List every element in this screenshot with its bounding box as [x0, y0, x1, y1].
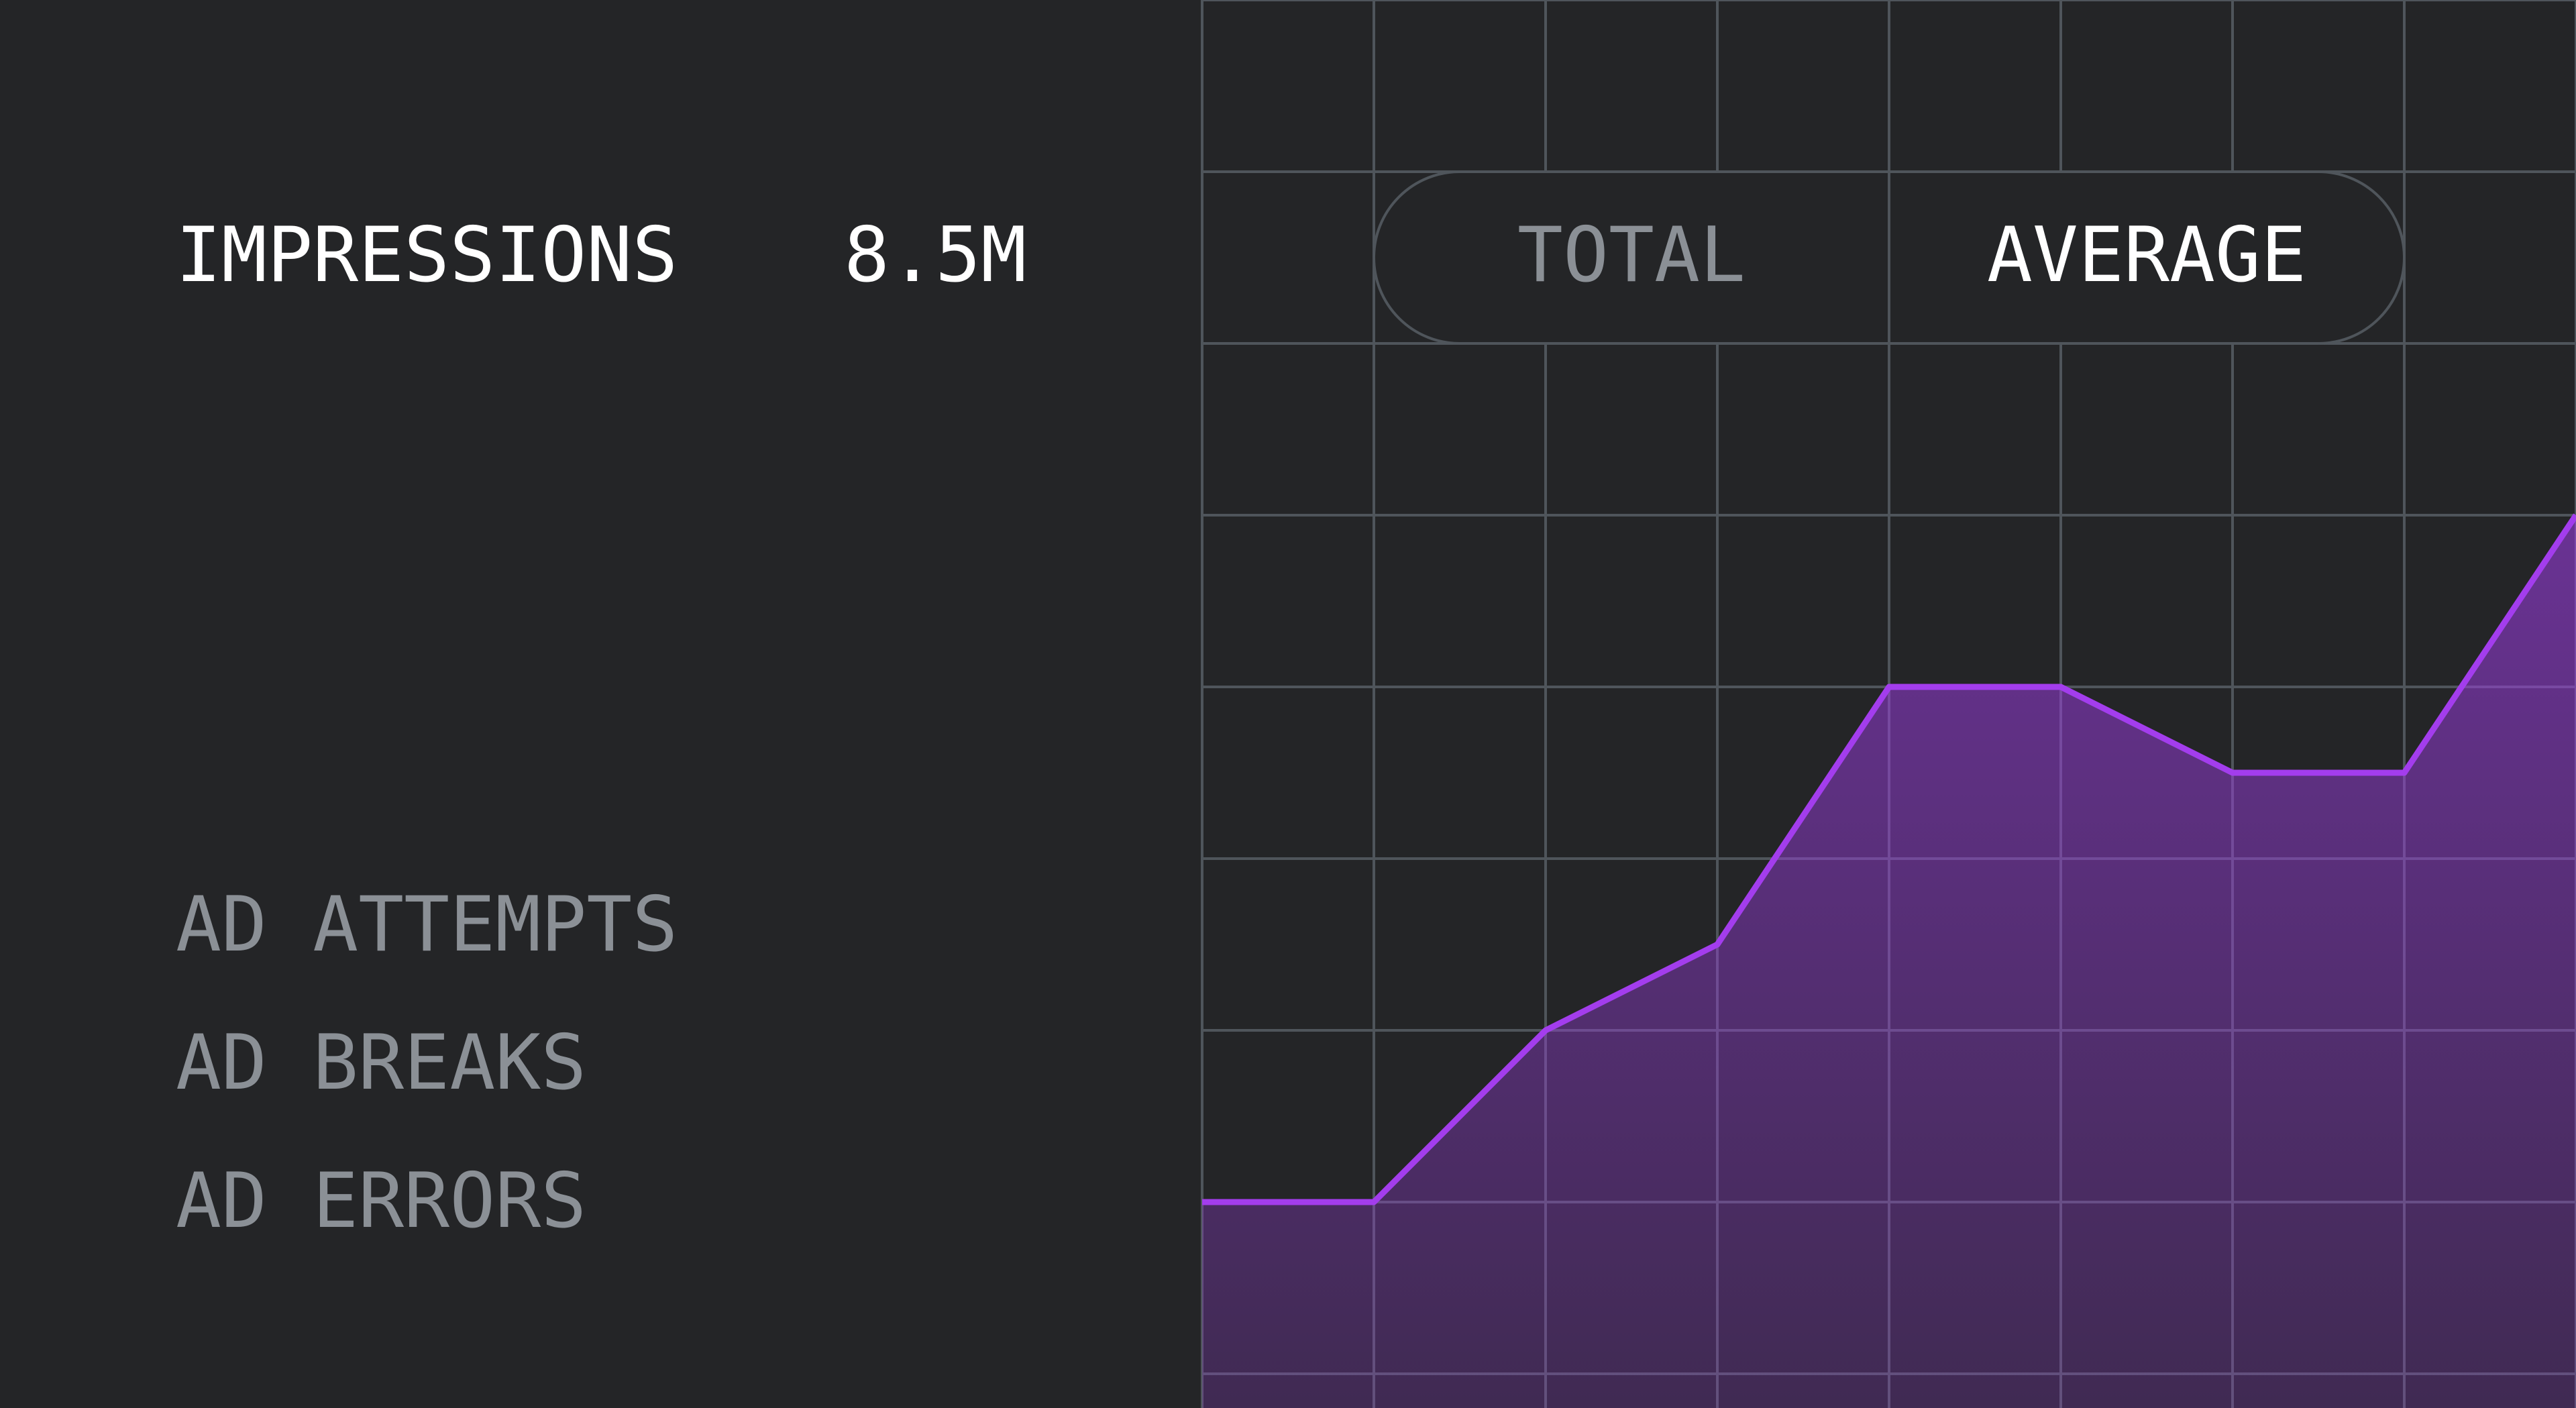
menu-item[interactable]: AD ATTEMPTS	[176, 880, 678, 969]
area-line	[1202, 513, 2576, 1205]
toggle-option[interactable]: AVERAGE	[1987, 211, 2306, 299]
chart	[1201, 0, 2576, 1408]
menu-item[interactable]: AD ERRORS	[176, 1156, 586, 1245]
toggle: TOTAL AVERAGE	[1373, 170, 2406, 345]
toggle-option[interactable]: TOTAL	[1517, 211, 1746, 299]
metric-value: 8.5M	[844, 211, 1026, 299]
area-fill	[1202, 515, 2576, 1408]
menu-item[interactable]: AD BREAKS	[176, 1018, 586, 1107]
metric-label: IMPRESSIONS	[176, 211, 678, 299]
